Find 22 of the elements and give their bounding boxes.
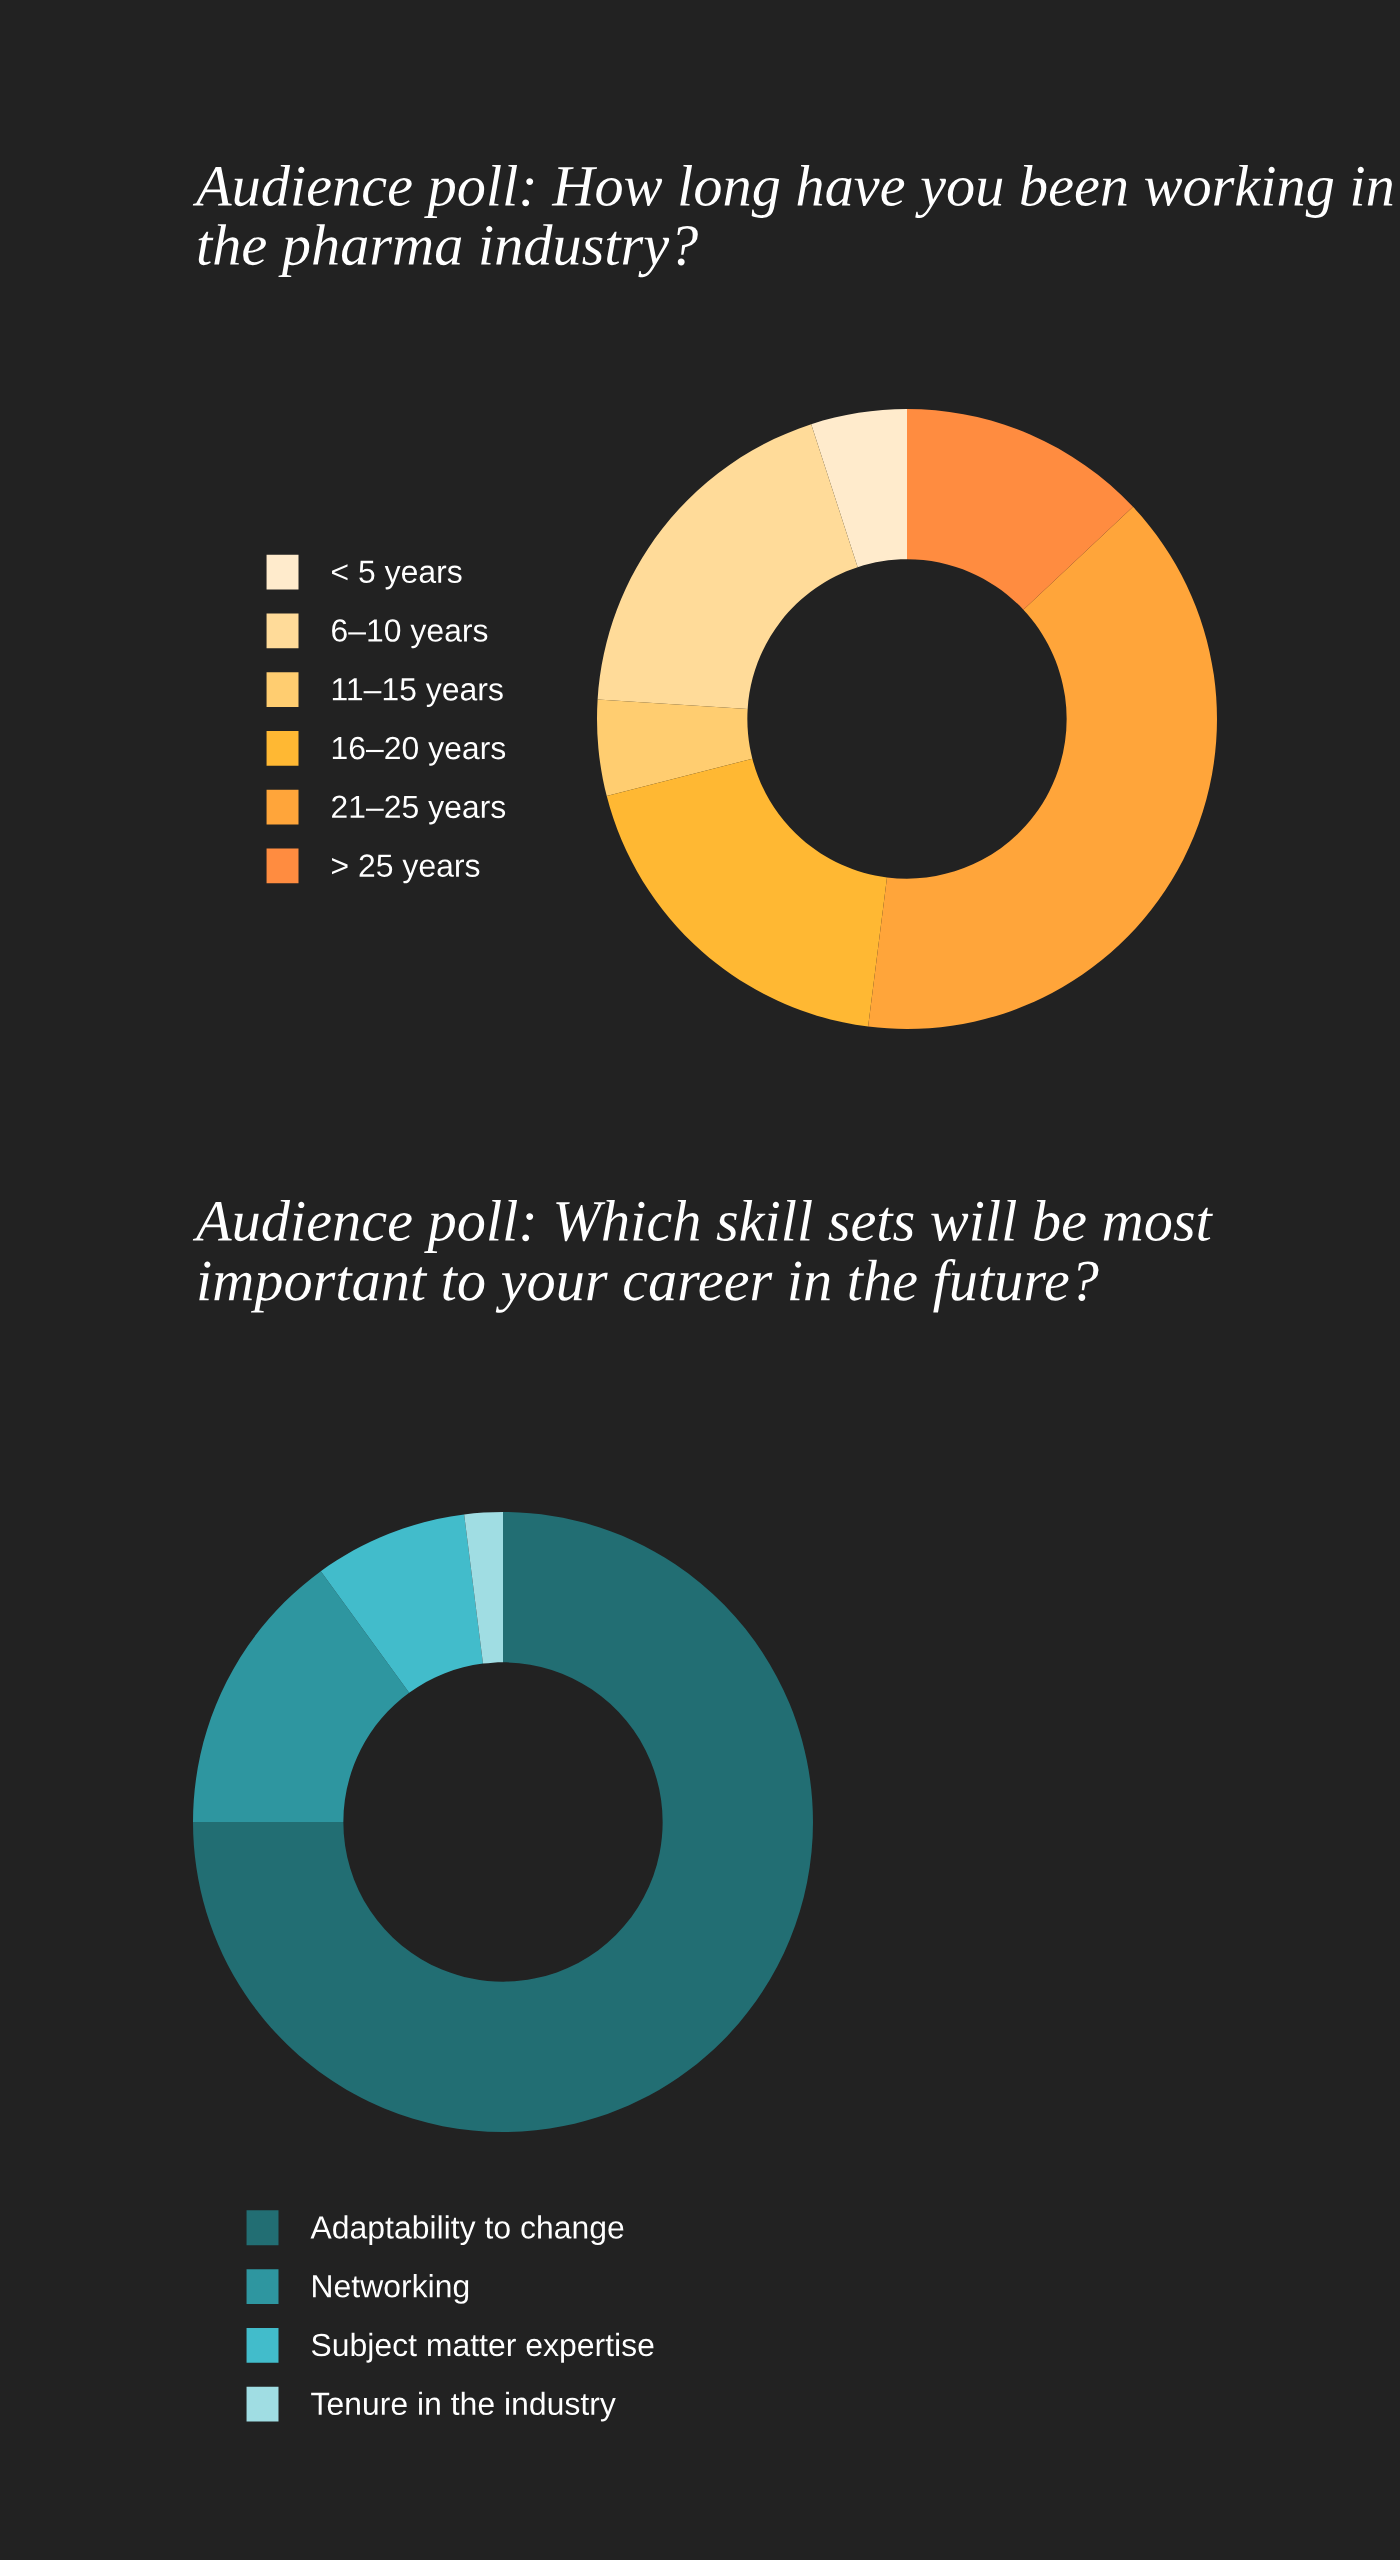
legend-label: Adaptability to change: [310, 2215, 624, 2246]
donut-slice: [193, 1512, 813, 2132]
donut-slice: [868, 506, 1217, 1029]
donut-slice: [597, 699, 753, 797]
legend-label: Tenure in the industry: [311, 2391, 616, 2422]
chart-title: Audience poll: How long have you been working in the pharma industry?: [192, 165, 1393, 278]
legend-label: 6–10 years: [332, 619, 488, 649]
legend-label: Networking: [313, 2274, 469, 2304]
legend-label: Subject matter expertise: [311, 2332, 654, 2363]
chart-title: Audience poll: Which skill sets will be most important to your career in the future?: [192, 1200, 1213, 1313]
legend-label: > 25 years: [332, 854, 480, 884]
donut-slice: [597, 424, 858, 709]
legend-label: < 5 years: [332, 560, 462, 590]
donut-slice: [811, 409, 907, 568]
donut-slice: [464, 1512, 503, 1664]
donut-slice: [606, 758, 887, 1027]
donut-slice: [193, 1571, 410, 1822]
donut-slice: [320, 1514, 483, 1693]
legend-label: 21–25 years: [332, 795, 506, 825]
legend-label: 16–20 years: [332, 736, 506, 766]
legend-label: 11–15 years: [332, 678, 503, 707]
donut-slice: [907, 409, 1133, 610]
